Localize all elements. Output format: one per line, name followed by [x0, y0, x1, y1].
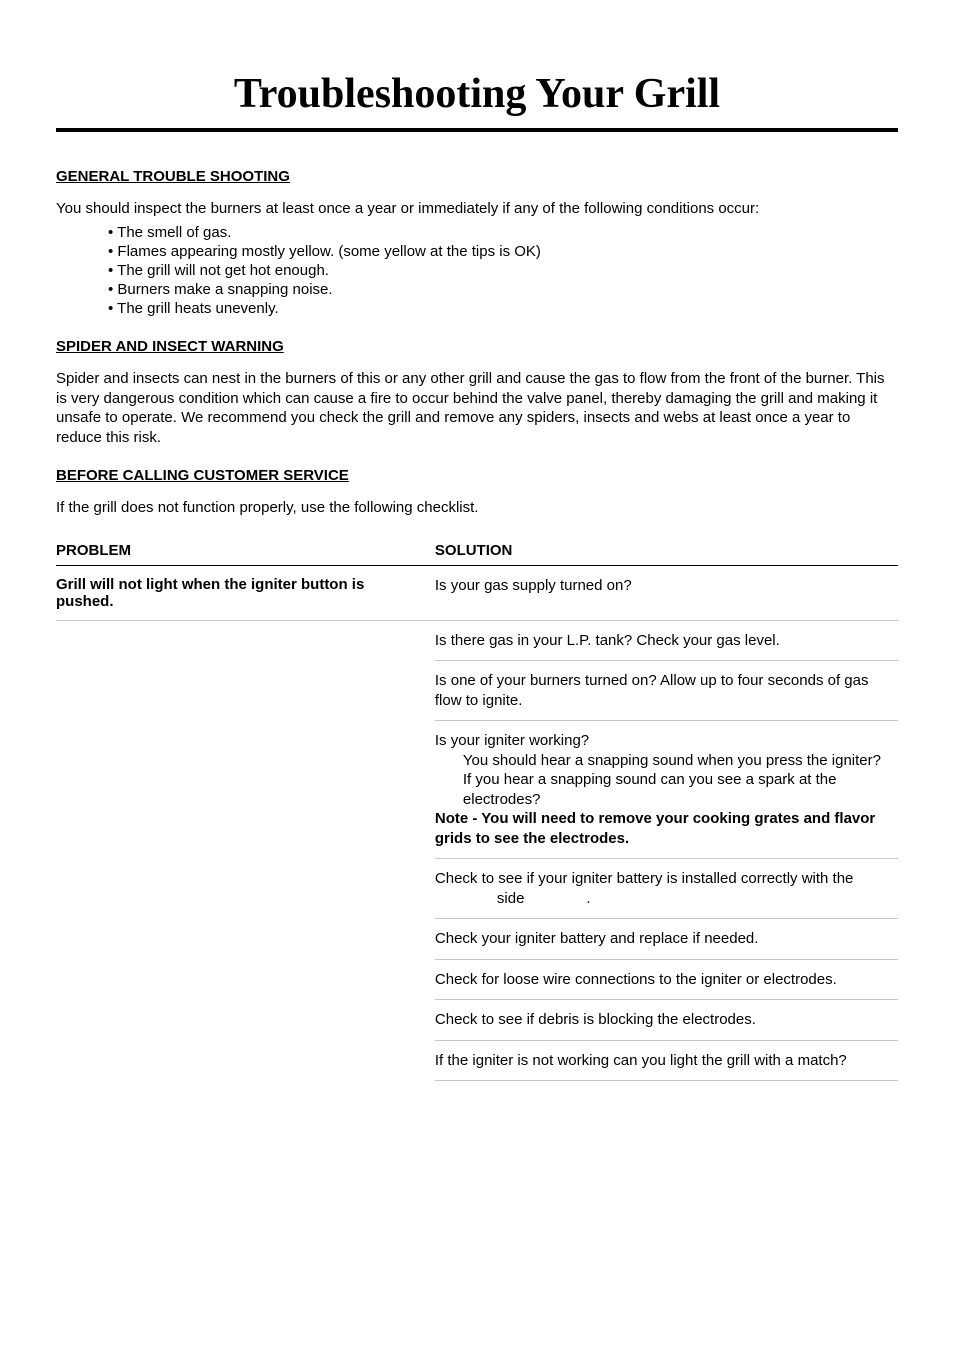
- solution-cell: Is one of your burners turned on? Allow …: [435, 661, 898, 721]
- solution-igniter-sub2: If you hear a snapping sound can you see…: [463, 770, 892, 809]
- page-title: Troubleshooting Your Grill: [56, 70, 898, 132]
- table-row: Is your igniter working? You should hear…: [56, 721, 898, 859]
- table-row: If the igniter is not working can you li…: [56, 1040, 898, 1081]
- solution-battery-a: Check to see if your igniter battery is …: [435, 870, 854, 887]
- solution-cell: Is your igniter working? You should hear…: [435, 721, 898, 859]
- problem-cell-empty: [56, 959, 435, 1000]
- solution-cell: Check for loose wire connections to the …: [435, 959, 898, 1000]
- troubleshoot-table: PROBLEM SOLUTION Grill will not light wh…: [56, 538, 898, 1082]
- problem-cell-empty: [56, 620, 435, 661]
- problem-cell-empty: [56, 721, 435, 859]
- table-row: Grill will not light when the igniter bu…: [56, 565, 898, 620]
- problem-cell-empty: [56, 661, 435, 721]
- problem-cell: Grill will not light when the igniter bu…: [56, 565, 435, 620]
- table-row: Check your igniter battery and replace i…: [56, 919, 898, 960]
- table-header-solution: SOLUTION: [435, 538, 898, 566]
- solution-cell: Check to see if your igniter battery is …: [435, 859, 898, 919]
- table-header-problem: PROBLEM: [56, 538, 435, 566]
- general-intro: You should inspect the burners at least …: [56, 199, 898, 219]
- solution-cell: Is your gas supply turned on?: [435, 565, 898, 620]
- solution-igniter-sub1: You should hear a snapping sound when yo…: [463, 751, 892, 771]
- bullet-item: The grill heats unevenly.: [108, 299, 898, 318]
- bullet-item: The smell of gas.: [108, 223, 898, 242]
- spider-heading: SPIDER AND INSECT WARNING: [56, 338, 898, 355]
- problem-cell-empty: [56, 919, 435, 960]
- solution-cell: Check to see if debris is blocking the e…: [435, 1000, 898, 1041]
- table-row: Check for loose wire connections to the …: [56, 959, 898, 1000]
- table-row: Is there gas in your L.P. tank? Check yo…: [56, 620, 898, 661]
- solution-igniter-q: Is your igniter working?: [435, 731, 892, 751]
- solution-battery-b: side: [497, 890, 525, 907]
- table-row: Check to see if your igniter battery is …: [56, 859, 898, 919]
- solution-battery-c: .: [586, 890, 590, 907]
- spider-body: Spider and insects can nest in the burne…: [56, 369, 898, 447]
- table-row: Check to see if debris is blocking the e…: [56, 1000, 898, 1041]
- bullet-item: Flames appearing mostly yellow. (some ye…: [108, 242, 898, 261]
- problem-cell-empty: [56, 1000, 435, 1041]
- solution-cell: If the igniter is not working can you li…: [435, 1040, 898, 1081]
- bullet-item: The grill will not get hot enough.: [108, 261, 898, 280]
- before-section: BEFORE CALLING CUSTOMER SERVICE If the g…: [56, 467, 898, 518]
- spider-section: SPIDER AND INSECT WARNING Spider and ins…: [56, 338, 898, 447]
- before-body: If the grill does not function properly,…: [56, 498, 898, 518]
- solution-cell: Is there gas in your L.P. tank? Check yo…: [435, 620, 898, 661]
- solution-igniter-note: Note - You will need to remove your cook…: [435, 809, 892, 848]
- before-heading: BEFORE CALLING CUSTOMER SERVICE: [56, 467, 898, 484]
- problem-cell-empty: [56, 1040, 435, 1081]
- general-bullets: The smell of gas. Flames appearing mostl…: [108, 223, 898, 319]
- general-section: GENERAL TROUBLE SHOOTING You should insp…: [56, 168, 898, 318]
- table-row: Is one of your burners turned on? Allow …: [56, 661, 898, 721]
- general-heading: GENERAL TROUBLE SHOOTING: [56, 168, 898, 185]
- problem-cell-empty: [56, 859, 435, 919]
- solution-cell: Check your igniter battery and replace i…: [435, 919, 898, 960]
- bullet-item: Burners make a snapping noise.: [108, 280, 898, 299]
